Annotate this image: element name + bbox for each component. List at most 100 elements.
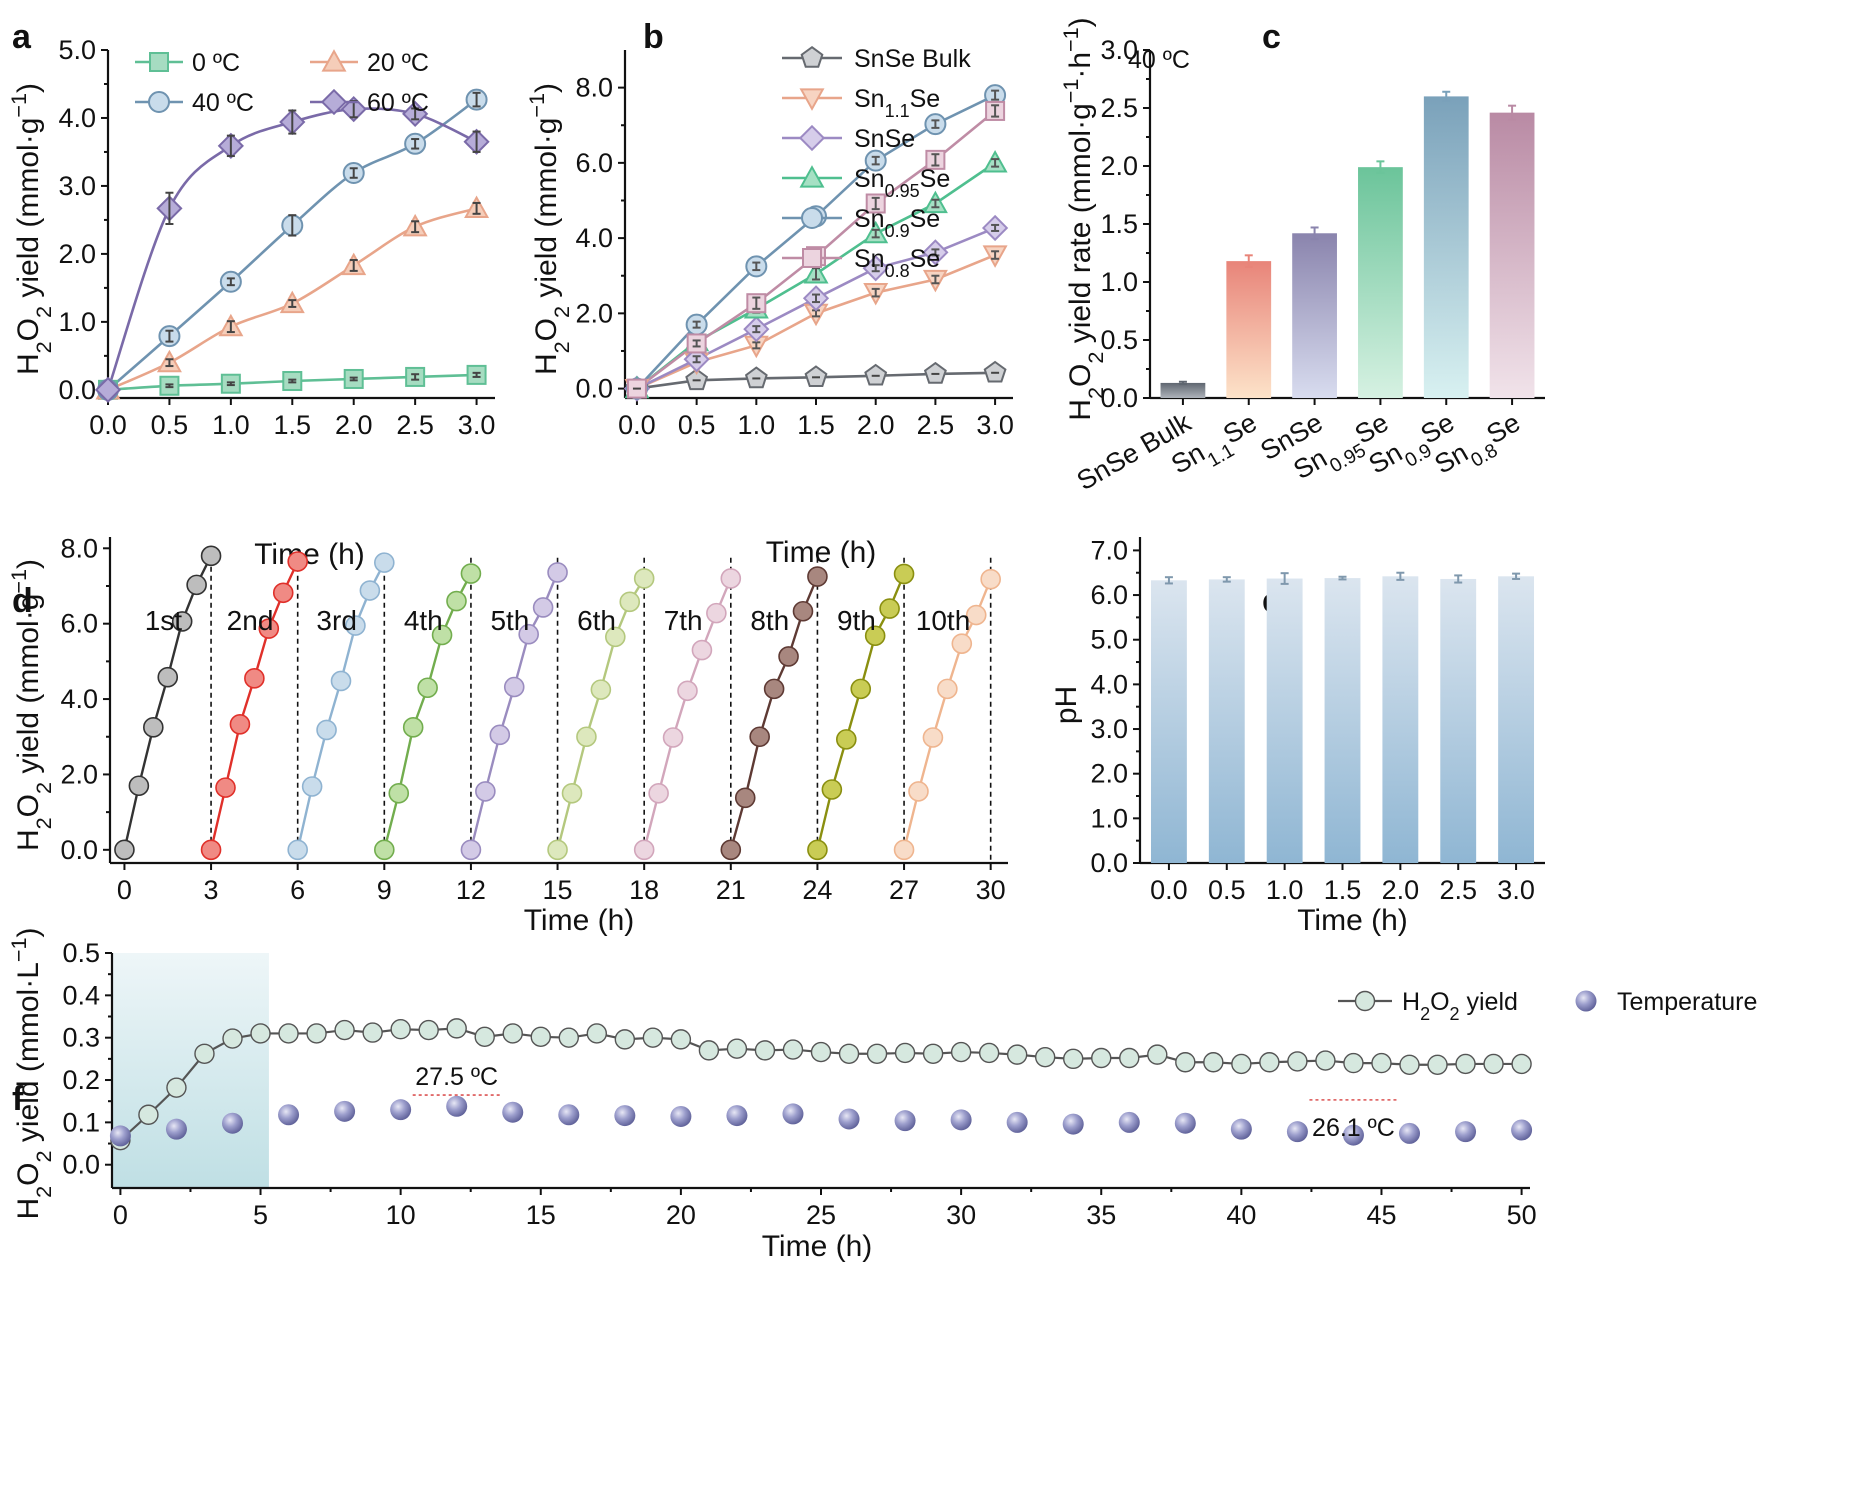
d-cycle-label: 6th [577,605,616,636]
a-legend-label: 0 ºC [192,49,240,77]
f-temperature-point [1174,1112,1196,1134]
f-xtick-label: 5 [253,1200,268,1230]
e-ytick-label: 4.0 [1090,669,1128,699]
b-xlabel: Time (h) [766,536,877,569]
a-xtick-label: 0.0 [89,410,127,440]
f-yield-point [166,1077,187,1098]
b-legend-label: Sn0.8Se [854,245,940,281]
c-ytick-label: 3.0 [1100,35,1138,65]
d-point [244,668,265,689]
f-yield-point [894,1042,916,1064]
a-legend-label: 40 ºC [192,89,254,117]
f-xlabel: Time (h) [762,1230,873,1263]
b-point [864,363,888,386]
d-point [460,839,482,861]
a-xtick-label: 2.0 [335,410,373,440]
f-yield-point [1399,1054,1420,1075]
d-cycle-label: 1st [145,605,183,636]
b-point [804,365,828,387]
f-temperature-point [1398,1122,1420,1144]
a-legend-marker [320,88,348,116]
d-point [143,717,164,738]
d-cycle-label: 8th [750,605,789,636]
f-temperature-point [165,1118,187,1140]
d-xtick-label: 21 [716,875,746,905]
c-bar [1292,233,1337,398]
panel-a: 0.01.02.03.04.05.00.0 0.5 1.0 1.5 2.0 2.5 3.0H… [6,18,496,571]
d-point [114,839,135,861]
f-yield-point [1427,1054,1448,1075]
f-temperature-point [894,1110,916,1132]
b-legend-marker [802,248,822,268]
d-point [157,666,179,688]
c-ytick-label: 0.0 [1100,383,1138,413]
d-point [287,839,308,861]
d-point [633,839,655,861]
f-yield-point [250,1023,271,1044]
f-yield-point [586,1023,608,1044]
d-xtick-label: 6 [290,875,305,905]
d-cycle-line [123,555,213,851]
d-xtick-label: 30 [976,875,1006,905]
d-xtick-label: 27 [889,875,919,905]
d-point [171,611,193,632]
f-ytick-label: 0.0 [62,1150,100,1180]
d-point [330,670,352,692]
e-ytick-label: 5.0 [1090,625,1128,655]
a-xlabel: Time (h) [254,538,365,571]
b-ytick-label: 8.0 [575,73,613,103]
e-bar [1498,576,1535,863]
d-point [821,779,843,800]
e-bar [1440,578,1477,863]
a-point [94,376,122,403]
b-legend-label: SnSe Bulk [854,45,971,73]
f-yield-point [278,1023,299,1044]
f-ytick-label: 0.4 [62,980,100,1010]
a-legend-label: 60 ºC [367,89,429,117]
d-point [677,680,698,702]
d-cycle-label: 3rd [316,605,356,636]
e-ytick-label: 3.0 [1090,714,1128,744]
b-xtick-label: 2.0 [857,410,895,440]
b-ylabel: H2O2 yield (mmol·g−1) [524,83,574,375]
b-xtick-label: 1.5 [797,410,835,440]
d-point [691,639,713,661]
f-yield-point [1063,1048,1084,1070]
d-point [547,562,568,583]
d-cycle-label: 5th [490,605,529,636]
c-bar [1358,167,1403,398]
f-yield-point [446,1018,467,1039]
d-point [200,545,222,567]
d-xtick-label: 0 [117,875,132,905]
f-legend-marker-temperature [1575,990,1597,1012]
d-point [446,590,467,612]
f-yield-point [838,1043,860,1064]
d-xtick-label: 12 [456,875,486,905]
c-ytick-label: 1.5 [1100,209,1138,239]
d-point [287,551,308,572]
d-ytick-label: 8.0 [60,533,98,563]
b-legend-label: SnSe [854,125,915,153]
f-yield-point [950,1041,972,1063]
a-ytick-label: 5.0 [58,35,96,65]
f-temperature-point [334,1100,356,1122]
b-point [744,366,768,389]
d-point [980,568,1001,590]
b-annotation: 40 ºC [1128,46,1190,74]
d-point [128,775,150,797]
f-ytick-label: 0.3 [62,1023,100,1053]
b-legend-marker [800,45,824,68]
d-point [576,726,597,748]
b-point [983,360,1007,383]
d-xtick-label: 9 [377,875,392,905]
f-yield-point [1034,1046,1056,1068]
e-xtick-label: 0.5 [1208,875,1246,905]
a-legend-marker [149,52,169,72]
f-xtick-label: 15 [526,1200,556,1230]
a-xtick-label: 2.5 [396,410,434,440]
d-ytick-label: 4.0 [60,684,98,714]
f-temperature-point [1455,1121,1477,1143]
d-ytick-label: 2.0 [60,759,98,789]
b-ytick-label: 4.0 [575,223,613,253]
